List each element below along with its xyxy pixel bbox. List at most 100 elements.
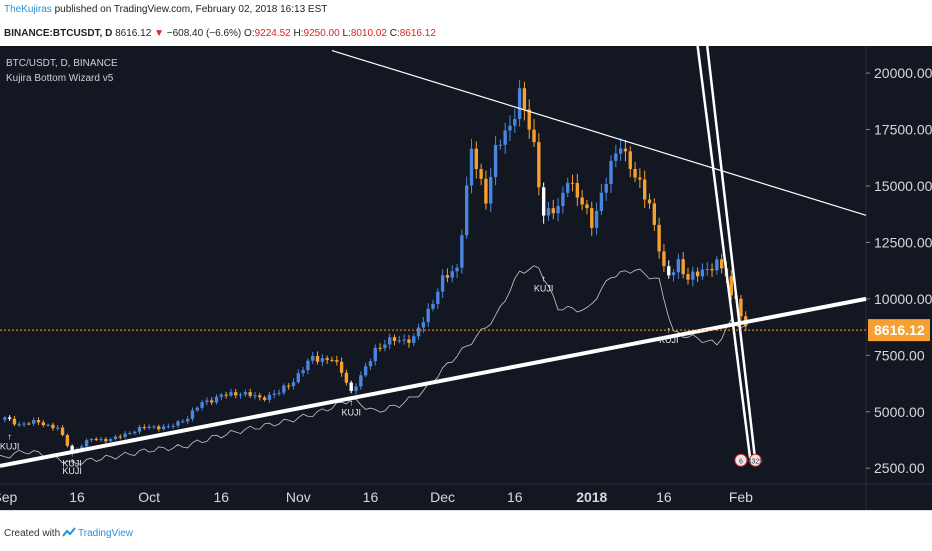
candle-body — [277, 392, 281, 394]
x-tick-label: Nov — [286, 489, 311, 505]
candle-body — [224, 394, 228, 396]
symbol-label: BINANCE:BTCUSDT, D — [4, 28, 113, 39]
candle-body — [267, 394, 272, 400]
candle-body — [128, 433, 132, 435]
candle-body — [647, 199, 652, 204]
candle-body — [440, 275, 445, 292]
chart-canvas[interactable]: 20000.00 17500.00 15000.00 12500.00 10000.00… — [0, 45, 932, 510]
candle-body — [643, 179, 647, 200]
event-label: 4325 — [748, 458, 764, 465]
signal-label: KUJI — [62, 466, 82, 476]
candle-body — [349, 382, 353, 391]
candle-body — [566, 182, 570, 193]
candle-body — [205, 400, 209, 403]
trend-line — [696, 45, 752, 462]
candle-body — [585, 204, 589, 209]
candle-body — [489, 177, 493, 204]
candle-body — [695, 271, 700, 277]
candle-body — [474, 148, 478, 170]
candle-body — [412, 336, 416, 343]
event-label: 6 — [739, 458, 743, 465]
candle-body — [262, 397, 267, 400]
tradingview-logo-icon — [62, 527, 76, 537]
candle-body — [570, 182, 575, 184]
candle-body — [657, 224, 661, 252]
trend-line — [331, 49, 867, 216]
change-value: −608.40 (−6.6%) — [166, 28, 242, 39]
candle-body — [330, 359, 334, 361]
candle-body — [113, 436, 118, 440]
candle-body — [41, 422, 45, 426]
last-price-tag — [868, 319, 930, 342]
candle-body — [575, 183, 580, 198]
candle-body — [335, 360, 339, 362]
candle-body — [623, 148, 628, 152]
signal-arrow: ↑ — [541, 273, 546, 283]
candle-body — [104, 439, 108, 442]
signal-arrow: ↑ — [70, 456, 75, 466]
candle-body — [609, 160, 613, 185]
candle-body — [311, 355, 315, 361]
publication-line: TheKujiras published on TradingView.com,… — [4, 4, 327, 15]
author-link[interactable]: TheKujiras — [4, 4, 52, 15]
candle-body — [484, 178, 488, 204]
x-tick-label: Oct — [138, 489, 160, 505]
candle-body — [157, 426, 161, 430]
candle-body — [7, 417, 12, 419]
candle-body — [243, 392, 248, 395]
candle-body — [513, 119, 517, 126]
candle-body — [633, 169, 637, 178]
candle-body — [56, 427, 60, 429]
legend-symbol: BTC/USDT, D, BINANCE — [6, 58, 118, 69]
candle-body — [99, 439, 103, 441]
candle-body — [662, 251, 666, 267]
y-tick-label: 15000.00 — [874, 178, 932, 194]
candle-body — [556, 206, 560, 214]
price-chart[interactable]: 20000.00 17500.00 15000.00 12500.00 10000.00… — [0, 45, 932, 510]
change-down-icon: ▼ — [154, 28, 164, 39]
candle-body — [359, 375, 363, 387]
candle-body — [22, 423, 26, 425]
signal-arrow: ↑ — [7, 431, 12, 441]
candle-body — [320, 358, 325, 362]
candle-body — [493, 145, 498, 178]
candle-body — [142, 427, 147, 429]
trend-line — [705, 45, 757, 462]
candle-body — [594, 210, 599, 228]
candle-body — [436, 291, 440, 304]
event-marker — [748, 453, 762, 467]
candle-body — [51, 424, 55, 429]
tradingview-brand-link[interactable]: TradingView — [78, 528, 134, 539]
y-tick-label: 10000.00 — [874, 291, 932, 307]
candle-body — [388, 337, 392, 345]
candle-body — [363, 366, 368, 376]
candle-body — [315, 355, 320, 362]
x-tick-label: 16 — [363, 489, 379, 505]
candle-body — [599, 192, 604, 211]
open-label: O: — [244, 28, 255, 39]
candle-body — [137, 427, 142, 432]
candle-body — [70, 445, 74, 453]
candle-body — [402, 339, 406, 341]
y-tick-label: 5000.00 — [874, 404, 925, 420]
candle-body — [667, 266, 671, 276]
candle-body — [94, 439, 98, 441]
candle-body — [373, 347, 377, 362]
candle-body — [89, 439, 94, 441]
candle-body — [229, 392, 233, 396]
candle-body — [455, 267, 459, 272]
signal-label: KUJI — [534, 283, 554, 293]
candle-body — [248, 392, 252, 396]
candle-body — [416, 327, 421, 337]
candle-body — [306, 360, 310, 371]
high-label: H: — [293, 28, 304, 39]
candle-body — [719, 259, 724, 269]
candle-body — [691, 271, 695, 280]
legend-indicator: Kujira Bottom Wizard v5 — [6, 73, 114, 84]
candle-body — [469, 148, 474, 186]
candle-body — [407, 339, 411, 343]
candle-body — [176, 421, 180, 426]
low-value: 8010.02 — [350, 28, 387, 39]
low-label: L: — [342, 28, 351, 39]
candle-body — [638, 177, 642, 180]
